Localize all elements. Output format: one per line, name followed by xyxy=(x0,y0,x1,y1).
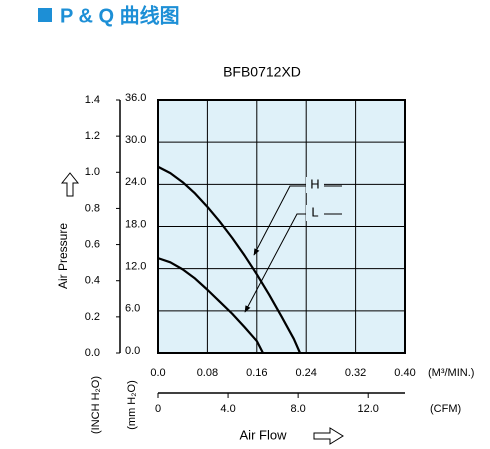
plot-frame xyxy=(157,99,406,354)
x2-tick-label: 8.0 xyxy=(290,403,305,415)
y2-tick-label: 1.4 xyxy=(85,94,100,106)
y-tick-label: 30.0 xyxy=(125,134,146,146)
y2-tick-label: 0.2 xyxy=(85,311,100,323)
y2-tick-label: 0.0 xyxy=(85,347,100,359)
x-unit: (M³/MIN.) xyxy=(428,367,474,379)
x-axis-title: Air Flow xyxy=(240,427,288,442)
y-tick-label: 12.0 xyxy=(125,261,146,273)
right-arrow-icon xyxy=(313,427,344,445)
header-title: P & Q 曲线图 xyxy=(60,3,180,27)
series-label: L xyxy=(311,204,318,219)
y2-tick-label: 0.6 xyxy=(85,238,100,250)
x2-unit: (CFM) xyxy=(430,403,461,415)
curve xyxy=(157,257,264,354)
x-tick-label: 0.08 xyxy=(197,367,218,379)
y2-tick-label: 0.8 xyxy=(85,202,100,214)
h-leader xyxy=(253,185,342,256)
header-icon xyxy=(38,8,52,22)
plot: 0.0 0.08 0.16 0.24 0.32 0.400.06.012.018.024.… xyxy=(85,92,416,415)
x-tick-label: 0.16 xyxy=(246,367,267,379)
chart-title: BFB0712XD xyxy=(223,64,301,80)
y-axis-title: Air Pressure xyxy=(56,223,70,289)
x-tick-label: 0.40 xyxy=(394,367,415,379)
curve xyxy=(157,165,302,354)
y-tick-label: 6.0 xyxy=(125,303,140,315)
y-tick-label: 18.0 xyxy=(125,218,146,230)
x2-tick-label: 4.0 xyxy=(220,403,235,415)
label-bg xyxy=(306,205,324,221)
y-tick-label: 36.0 xyxy=(125,92,146,104)
y2-tick-label: 1.2 xyxy=(85,130,100,142)
y2-unit: (INCH H₂O) xyxy=(90,376,102,434)
y-unit: (mm H₂O) xyxy=(126,380,138,429)
y-tick-label: 24.0 xyxy=(125,176,146,188)
x-tick-label: 0.24 xyxy=(295,367,316,379)
up-arrow-icon xyxy=(60,172,80,197)
x2-tick-label: 0 xyxy=(155,403,161,415)
label-bg xyxy=(306,177,324,193)
y2-tick-label: 1.0 xyxy=(85,166,100,178)
x-tick-label: 0.0 xyxy=(150,367,165,379)
l-leader xyxy=(244,213,342,313)
y-tick-label: 0.0 xyxy=(125,345,140,357)
x-tick-label: 0.32 xyxy=(345,367,366,379)
series-label: H xyxy=(310,176,319,191)
y2-tick-label: 0.4 xyxy=(85,275,100,287)
x2-tick-label: 12.0 xyxy=(358,403,379,415)
